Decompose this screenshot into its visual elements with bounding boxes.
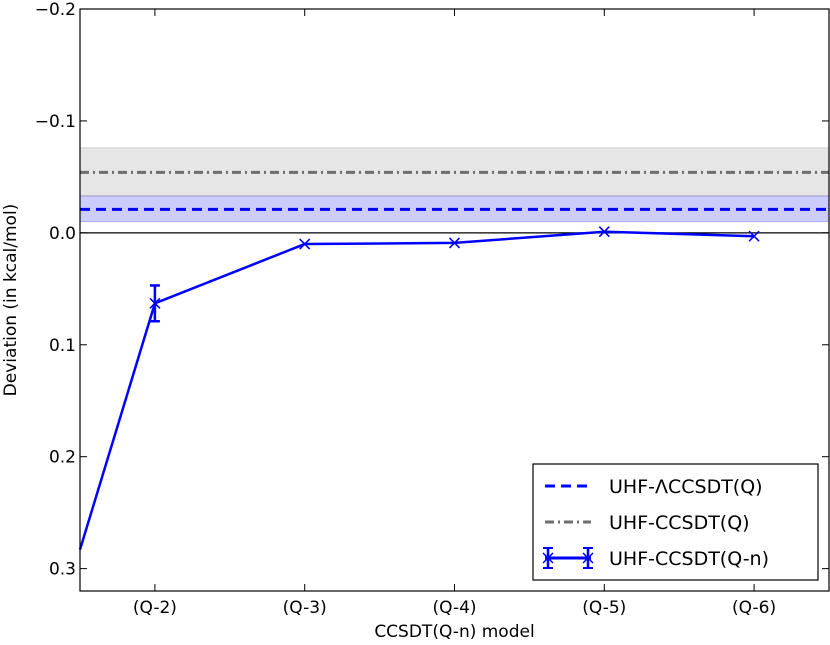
data-point	[448, 237, 461, 249]
y-axis-label: Deviation (in kcal/mol)	[1, 204, 21, 397]
point-marker-b	[598, 226, 610, 238]
legend-label-1: UHF-CCSDT(Q)	[609, 512, 750, 534]
y-tick-label: −0.1	[35, 112, 76, 132]
x-tick-label: (Q-4)	[432, 598, 476, 618]
data-point	[748, 230, 760, 242]
legend-label-0: UHF-ΛCCSDT(Q)	[609, 476, 763, 498]
y-tick-label: −0.2	[35, 0, 76, 20]
x-tick-label: (Q-6)	[732, 598, 776, 618]
point-marker-b	[448, 237, 461, 249]
legend-box	[532, 463, 819, 581]
series-line-group	[78, 226, 760, 550]
x-tick-label: (Q-2)	[133, 598, 177, 618]
x-tick-label: (Q-5)	[582, 598, 626, 618]
data-point	[149, 284, 161, 323]
legend-marker	[542, 552, 554, 564]
legend: UHF-ΛCCSDT(Q) UHF-CCSDT(Q) UHF-CCSDT(Q-n)	[532, 463, 819, 581]
y-tick-label: 0.2	[49, 448, 76, 468]
data-point	[299, 238, 311, 250]
series-polyline	[78, 230, 755, 550]
y-tick-label: 0.0	[49, 224, 76, 244]
y-tick-label: 0.3	[49, 560, 76, 580]
x-tick-label: (Q-3)	[283, 598, 327, 618]
y-tick-label: 0.1	[49, 336, 76, 356]
axis-ticks: −0.2 −0.1 0.0 0.1 0.2 0.3 (Q-2) (Q-3) (Q-4) (Q-5)…	[35, 0, 829, 618]
x-axis-label: CCSDT(Q-n) model	[374, 622, 534, 642]
point-marker-b	[748, 230, 760, 242]
legend-marker	[582, 552, 594, 564]
data-point	[598, 226, 610, 238]
reference-lines	[80, 170, 829, 211]
legend-label-2: UHF-CCSDT(Q-n)	[609, 548, 769, 570]
point-marker-b	[299, 238, 311, 250]
